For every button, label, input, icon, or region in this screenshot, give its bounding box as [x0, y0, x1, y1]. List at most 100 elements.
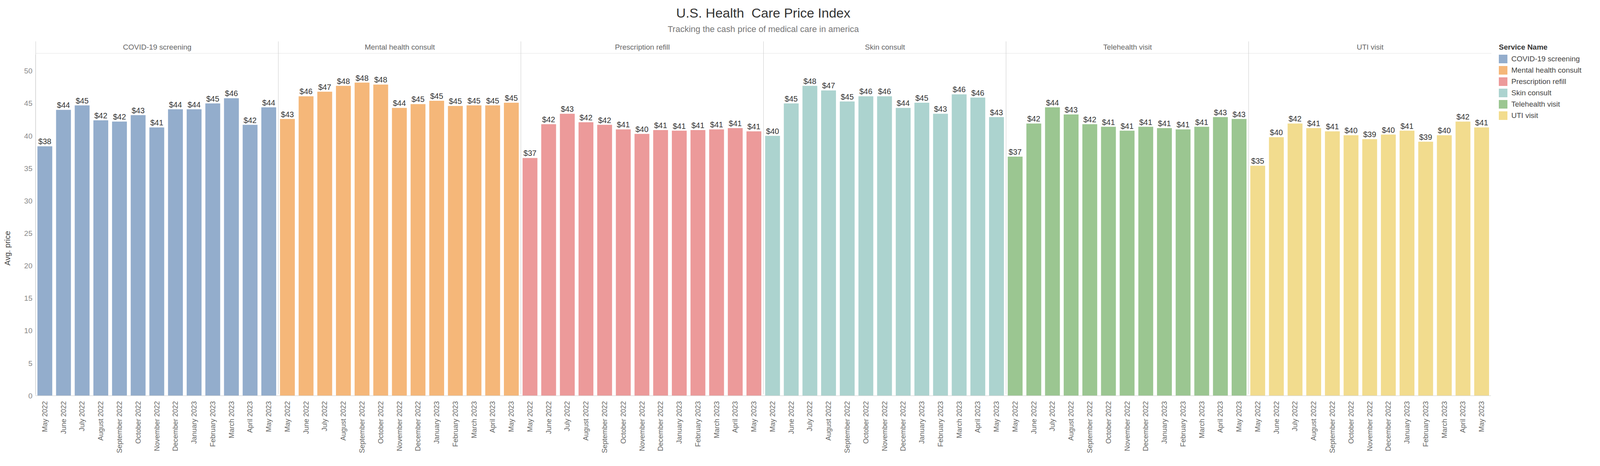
svg-text:October 2022: October 2022: [1347, 401, 1356, 444]
svg-text:July 2022: July 2022: [1291, 401, 1299, 432]
svg-text:$45: $45: [411, 94, 425, 104]
svg-text:August 2022: August 2022: [1067, 401, 1075, 441]
svg-text:$42: $42: [1288, 114, 1302, 124]
svg-text:$45: $45: [75, 96, 89, 106]
svg-text:$45: $45: [467, 96, 481, 106]
svg-text:June 2022: June 2022: [59, 401, 68, 434]
svg-text:5: 5: [28, 359, 33, 368]
svg-text:$48: $48: [355, 73, 369, 83]
svg-text:$43: $43: [560, 104, 574, 114]
svg-text:May 2022: May 2022: [41, 401, 49, 433]
svg-text:January 2023: January 2023: [1403, 401, 1411, 444]
svg-text:$42: $42: [243, 116, 257, 125]
svg-text:$45: $45: [206, 94, 220, 104]
svg-text:May 2022: May 2022: [283, 401, 292, 433]
svg-text:$47: $47: [821, 81, 835, 90]
svg-text:May 2023: May 2023: [750, 401, 758, 433]
svg-text:June 2022: June 2022: [302, 401, 311, 434]
svg-text:May 2022: May 2022: [526, 401, 534, 433]
svg-text:October 2022: October 2022: [134, 401, 143, 444]
svg-text:$41: $41: [728, 119, 742, 128]
svg-text:$43: $43: [1214, 108, 1227, 117]
svg-text:September 2022: September 2022: [358, 401, 367, 454]
svg-text:April 2023: April 2023: [246, 401, 254, 433]
svg-text:$43: $43: [280, 110, 294, 119]
svg-text:$44: $44: [57, 100, 70, 110]
svg-text:$46: $46: [952, 85, 966, 94]
svg-text:$41: $41: [1120, 121, 1134, 131]
svg-text:August 2022: August 2022: [1309, 401, 1318, 441]
svg-text:November 2022: November 2022: [153, 401, 161, 452]
svg-text:$46: $46: [299, 87, 313, 96]
svg-text:January 2023: January 2023: [432, 401, 441, 444]
svg-text:August 2022: August 2022: [824, 401, 833, 441]
svg-text:$46: $46: [225, 89, 238, 98]
svg-text:$46: $46: [971, 88, 985, 98]
svg-text:$43: $43: [989, 108, 1003, 117]
svg-text:35: 35: [24, 164, 33, 173]
svg-text:$41: $41: [1400, 121, 1414, 131]
svg-text:January 2023: January 2023: [675, 401, 684, 444]
svg-text:November 2022: November 2022: [1366, 401, 1374, 452]
svg-text:March 2023: March 2023: [227, 401, 236, 439]
svg-text:February 2023: February 2023: [1179, 401, 1188, 447]
svg-text:December 2022: December 2022: [1141, 401, 1150, 452]
svg-text:May 2022: May 2022: [768, 401, 777, 433]
svg-text:March 2023: March 2023: [955, 401, 964, 439]
svg-text:July 2022: July 2022: [563, 401, 572, 432]
svg-text:May 2023: May 2023: [1477, 401, 1486, 433]
svg-text:December 2022: December 2022: [899, 401, 908, 452]
svg-text:September 2022: September 2022: [115, 401, 124, 454]
svg-text:$41: $41: [1176, 120, 1190, 129]
svg-text:$45: $45: [486, 96, 500, 106]
svg-text:$44: $44: [896, 98, 910, 108]
svg-text:$41: $41: [747, 122, 761, 131]
svg-text:October 2022: October 2022: [1104, 401, 1113, 444]
svg-text:50: 50: [24, 66, 33, 75]
svg-text:$41: $41: [1139, 117, 1152, 127]
svg-text:June 2022: June 2022: [1272, 401, 1281, 434]
svg-text:$43: $43: [1232, 110, 1246, 119]
svg-text:August 2022: August 2022: [339, 401, 348, 441]
svg-text:February 2023: February 2023: [208, 401, 217, 447]
svg-text:15: 15: [24, 294, 33, 303]
svg-text:$42: $42: [579, 113, 593, 122]
svg-text:May 2022: May 2022: [1253, 401, 1262, 433]
svg-text:$43: $43: [933, 104, 947, 114]
svg-text:May 2022: May 2022: [1011, 401, 1020, 433]
svg-text:July 2022: July 2022: [805, 401, 814, 432]
svg-text:20: 20: [24, 261, 33, 270]
svg-text:September 2022: September 2022: [843, 401, 852, 454]
svg-text:January 2023: January 2023: [1160, 401, 1169, 444]
svg-text:45: 45: [24, 99, 33, 108]
svg-text:$41: $41: [672, 121, 686, 131]
svg-text:$40: $40: [1344, 126, 1358, 135]
svg-text:March 2023: March 2023: [1440, 401, 1449, 439]
svg-text:July 2022: July 2022: [78, 401, 86, 432]
svg-text:$42: $42: [1456, 112, 1470, 122]
svg-text:$41: $41: [710, 120, 724, 129]
svg-text:$41: $41: [653, 121, 667, 130]
svg-text:$42: $42: [542, 115, 556, 124]
svg-text:September 2022: September 2022: [1085, 401, 1094, 454]
svg-text:$41: $41: [1195, 117, 1209, 127]
svg-text:$43: $43: [1064, 105, 1078, 115]
svg-text:10: 10: [24, 326, 33, 335]
svg-text:$41: $41: [1325, 122, 1339, 131]
svg-text:$42: $42: [598, 116, 611, 125]
svg-text:$41: $41: [616, 120, 630, 129]
svg-text:$44: $44: [187, 100, 201, 109]
svg-text:December 2022: December 2022: [171, 401, 180, 452]
svg-text:August 2022: August 2022: [96, 401, 105, 441]
svg-text:May 2023: May 2023: [507, 401, 516, 433]
svg-text:November 2022: November 2022: [395, 401, 404, 452]
svg-text:$42: $42: [94, 111, 108, 120]
svg-text:February 2023: February 2023: [1421, 401, 1430, 447]
svg-text:February 2023: February 2023: [936, 401, 945, 447]
svg-text:40: 40: [24, 132, 33, 141]
svg-text:July 2022: July 2022: [1048, 401, 1057, 432]
svg-text:$48: $48: [803, 76, 817, 86]
svg-text:$48: $48: [374, 75, 388, 84]
svg-text:$40: $40: [1269, 128, 1283, 137]
svg-text:$41: $41: [1157, 119, 1171, 128]
